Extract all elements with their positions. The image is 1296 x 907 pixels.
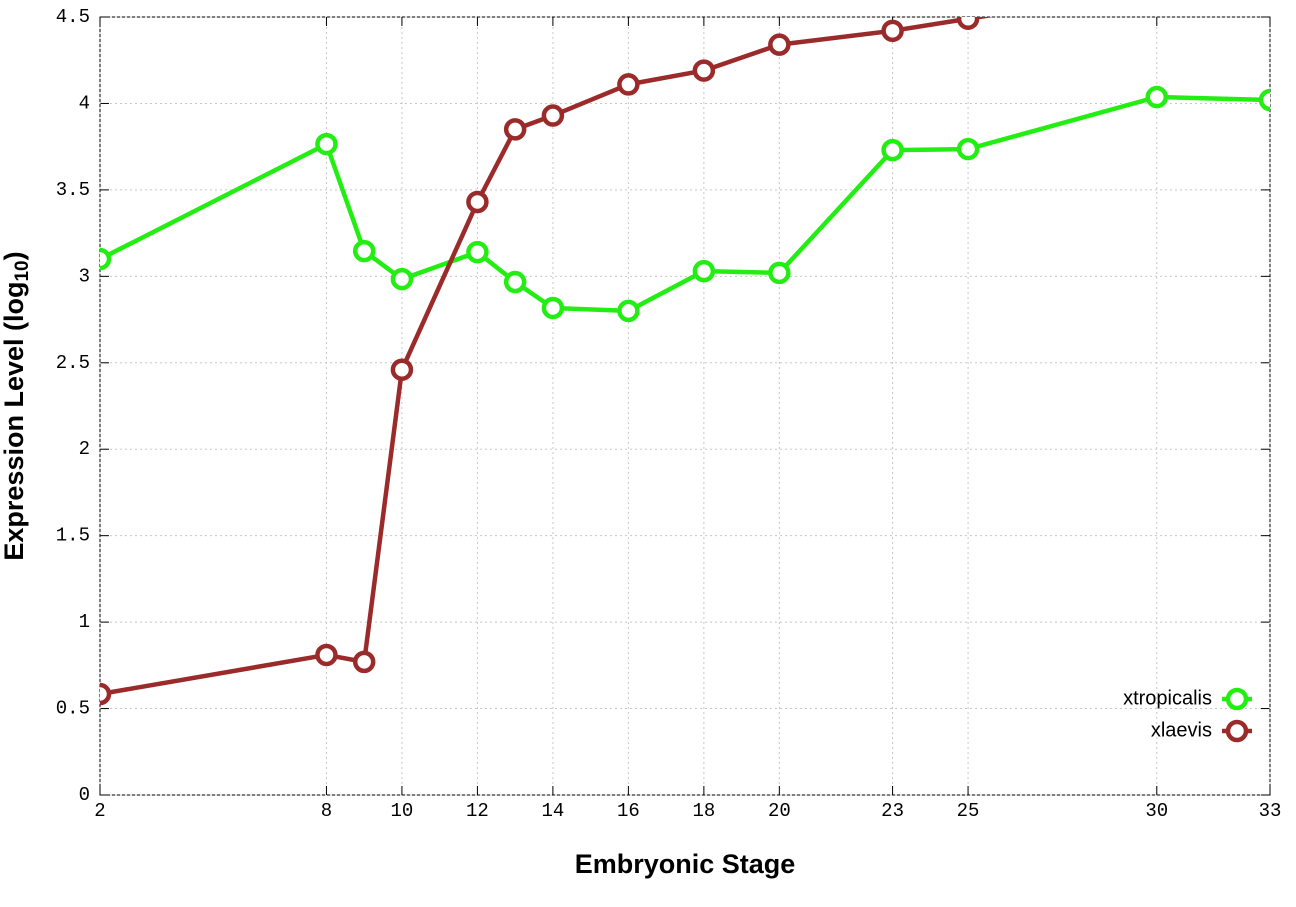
y-tick-label: 1.5	[56, 525, 90, 547]
point-marker	[617, 299, 640, 323]
point-marker	[1145, 85, 1169, 109]
point-marker	[100, 682, 112, 706]
point-marker	[617, 73, 640, 96]
point-marker	[768, 33, 791, 56]
y-axis-label-text: Expression Level (log	[0, 282, 29, 561]
point-marker	[541, 296, 565, 320]
plot-frame	[99, 16, 1271, 796]
y-axis-label-subscript: 10	[12, 260, 33, 281]
point-marker	[956, 17, 980, 30]
x-tick-label: 2	[94, 800, 105, 822]
point-marker	[768, 261, 791, 285]
point-marker	[352, 239, 376, 263]
y-tick-label: 2	[79, 438, 90, 460]
x-tick-label: 30	[1145, 800, 1168, 822]
point-marker	[1258, 88, 1270, 112]
point-marker	[692, 59, 716, 82]
x-tick-label: 25	[957, 800, 980, 822]
y-tick-label: 4.5	[56, 6, 90, 28]
plot-area	[100, 17, 1270, 706]
y-tick-label: 0	[79, 784, 90, 806]
x-tick-label: 8	[321, 800, 332, 822]
point-marker	[503, 118, 527, 141]
point-marker	[390, 267, 414, 291]
point-marker	[315, 132, 338, 156]
x-tick-label: 10	[391, 800, 414, 822]
y-tick-label: 0.5	[56, 698, 90, 720]
y-tick-label: 3.5	[56, 179, 90, 201]
point-marker	[956, 137, 980, 161]
x-tick-label: 33	[1259, 800, 1282, 822]
x-tick-label: 12	[466, 800, 489, 822]
legend-label: xlaevis	[1151, 719, 1212, 741]
legend-marker	[1225, 687, 1249, 711]
point-marker	[881, 19, 904, 43]
point-marker	[541, 104, 565, 127]
point-marker	[466, 240, 489, 264]
y-tick-label: 4	[79, 92, 90, 114]
x-tick-label: 20	[768, 800, 791, 822]
legend-label: xtropicalis	[1123, 687, 1212, 709]
x-axis-label: Embryonic Stage	[575, 849, 796, 879]
x-tick-label: 14	[541, 800, 564, 822]
point-marker	[466, 190, 489, 214]
point-marker	[352, 650, 376, 674]
point-marker	[503, 270, 527, 294]
x-tick-label: 23	[881, 800, 904, 822]
legend-marker	[1225, 719, 1249, 743]
y-axis-label: Expression Level (log10)	[0, 251, 33, 560]
x-tick-label: 18	[692, 800, 715, 822]
point-marker	[315, 643, 338, 667]
point-marker	[692, 259, 716, 283]
x-tick-label: 16	[617, 800, 640, 822]
y-axis-label-suffix: )	[0, 251, 29, 260]
series-line	[100, 94, 1270, 314]
point-marker	[881, 138, 904, 162]
y-tick-label: 2.5	[56, 352, 90, 374]
point-marker	[100, 247, 112, 271]
point-marker	[390, 358, 414, 381]
y-tick-label: 1	[79, 611, 90, 633]
y-tick-label: 3	[79, 265, 90, 287]
